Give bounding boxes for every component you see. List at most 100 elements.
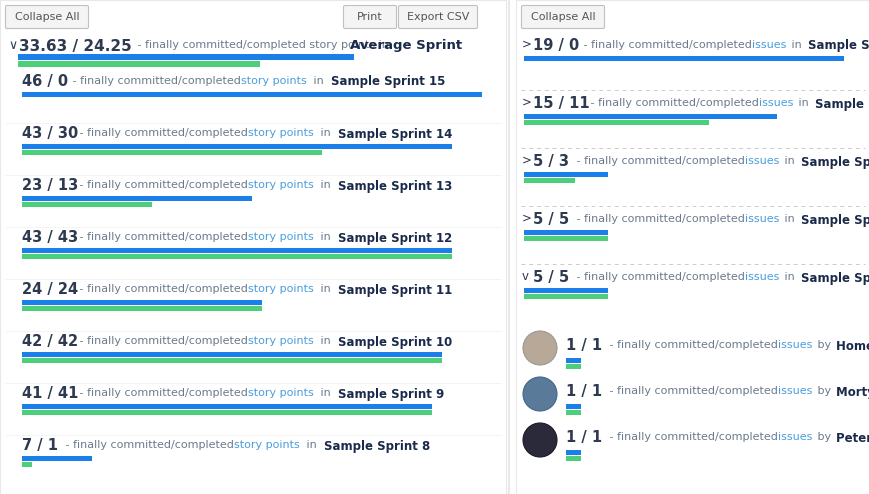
Bar xyxy=(18,61,260,67)
Text: Sample Sprint 13: Sample Sprint 13 xyxy=(800,156,869,168)
Text: - finally committed/completed: - finally committed/completed xyxy=(606,385,780,396)
Text: v: v xyxy=(521,270,528,283)
Text: story points: story points xyxy=(249,127,314,137)
Text: - finally committed/completed: - finally committed/completed xyxy=(573,213,747,223)
Bar xyxy=(22,150,322,155)
Text: - finally committed/completed: - finally committed/completed xyxy=(573,156,747,165)
Bar xyxy=(523,172,607,177)
FancyBboxPatch shape xyxy=(343,5,396,29)
Text: story points: story points xyxy=(249,179,314,190)
Text: >: > xyxy=(521,96,531,109)
Bar xyxy=(22,352,441,357)
Bar xyxy=(523,56,843,61)
Text: Sample Sprint 15: Sample Sprint 15 xyxy=(331,76,445,88)
Text: - finally committed/completed: - finally committed/completed xyxy=(76,387,251,398)
Text: Sample Sprint 14: Sample Sprint 14 xyxy=(814,97,869,111)
Text: in: in xyxy=(302,440,320,450)
Text: in: in xyxy=(787,40,805,49)
Text: Collapse All: Collapse All xyxy=(15,12,79,22)
Text: - finally committed/completed: - finally committed/completed xyxy=(606,339,780,349)
Text: issues: issues xyxy=(744,156,779,165)
Text: by: by xyxy=(813,431,833,442)
Text: - finally committed/completed: - finally committed/completed xyxy=(70,76,244,85)
Text: - finally committed/completed: - finally committed/completed xyxy=(580,40,754,49)
Text: 24 / 24: 24 / 24 xyxy=(22,282,78,297)
Text: in: in xyxy=(317,232,335,242)
Text: 33.63 / 24.25: 33.63 / 24.25 xyxy=(19,39,131,54)
Text: in: in xyxy=(780,213,798,223)
Bar xyxy=(22,92,481,97)
Text: - finally committed/completed: - finally committed/completed xyxy=(587,97,762,108)
Text: Sample Sprint 11: Sample Sprint 11 xyxy=(800,272,869,285)
Text: in: in xyxy=(317,284,335,293)
Bar xyxy=(22,300,262,305)
Text: story points: story points xyxy=(249,387,314,398)
Bar xyxy=(22,248,452,253)
Bar xyxy=(566,364,580,369)
FancyBboxPatch shape xyxy=(521,5,604,29)
Text: Print: Print xyxy=(356,12,382,22)
Text: 23 / 13: 23 / 13 xyxy=(22,178,78,193)
Text: - finally committed/completed: - finally committed/completed xyxy=(76,335,251,345)
Bar xyxy=(22,306,262,311)
Text: 42 / 42: 42 / 42 xyxy=(22,334,78,349)
Text: 1 / 1: 1 / 1 xyxy=(566,430,601,445)
Bar xyxy=(523,294,607,299)
Bar xyxy=(22,462,32,467)
Text: >: > xyxy=(521,38,531,51)
Text: Sample Sprint 12: Sample Sprint 12 xyxy=(338,232,452,245)
Text: in: in xyxy=(794,97,812,108)
Text: Sample Sprint 12: Sample Sprint 12 xyxy=(800,213,869,227)
Text: Sample Sprint 14: Sample Sprint 14 xyxy=(338,127,452,140)
Bar xyxy=(22,254,452,259)
Bar xyxy=(566,410,580,415)
Text: 1 / 1: 1 / 1 xyxy=(566,338,601,353)
Text: 5 / 5: 5 / 5 xyxy=(533,270,568,285)
Text: by: by xyxy=(813,385,833,396)
Text: Export CSV: Export CSV xyxy=(407,12,468,22)
Bar xyxy=(22,196,252,201)
Bar xyxy=(22,202,152,207)
Text: Sample Sprint 15: Sample Sprint 15 xyxy=(807,40,869,52)
Bar xyxy=(523,230,607,235)
Bar xyxy=(0,0,506,494)
Text: in: in xyxy=(317,335,335,345)
Text: 1 / 1: 1 / 1 xyxy=(566,384,601,399)
Text: in: in xyxy=(780,156,798,165)
Bar xyxy=(515,0,869,494)
Text: Peter Griffin: Peter Griffin xyxy=(835,431,869,445)
Text: issues: issues xyxy=(744,272,779,282)
Bar xyxy=(566,404,580,409)
Bar xyxy=(18,54,354,60)
Circle shape xyxy=(522,423,556,457)
Text: >: > xyxy=(521,154,531,167)
Bar xyxy=(566,450,580,455)
Text: Collapse All: Collapse All xyxy=(530,12,594,22)
Text: issues: issues xyxy=(744,213,779,223)
Text: in: in xyxy=(317,387,335,398)
FancyBboxPatch shape xyxy=(398,5,477,29)
Text: Average Sprint: Average Sprint xyxy=(349,40,461,52)
Text: 19 / 0: 19 / 0 xyxy=(533,38,579,53)
Text: Sample Sprint 11: Sample Sprint 11 xyxy=(338,284,452,296)
Text: - finally committed/completed: - finally committed/completed xyxy=(76,232,251,242)
Text: Homer Simps: Homer Simps xyxy=(835,339,869,353)
Text: issues: issues xyxy=(759,97,793,108)
Text: story points: story points xyxy=(241,76,307,85)
Text: issues: issues xyxy=(752,40,786,49)
Text: story points: story points xyxy=(249,232,314,242)
Text: - finally committed/completed: - finally committed/completed xyxy=(76,127,251,137)
Text: 7 / 1: 7 / 1 xyxy=(22,438,58,453)
Text: - finally committed/completed: - finally committed/completed xyxy=(76,179,251,190)
Bar xyxy=(22,358,441,363)
Text: - finally committed/completed: - finally committed/completed xyxy=(62,440,237,450)
Text: in: in xyxy=(317,127,335,137)
Text: >: > xyxy=(521,212,531,225)
Circle shape xyxy=(522,331,556,365)
Text: 5 / 5: 5 / 5 xyxy=(533,212,568,227)
Text: Sample Sprint 13: Sample Sprint 13 xyxy=(338,179,452,193)
Bar xyxy=(22,144,452,149)
Text: - finally committed/completed: - finally committed/completed xyxy=(606,431,780,442)
Text: 46 / 0: 46 / 0 xyxy=(22,74,68,89)
Text: in: in xyxy=(780,272,798,282)
